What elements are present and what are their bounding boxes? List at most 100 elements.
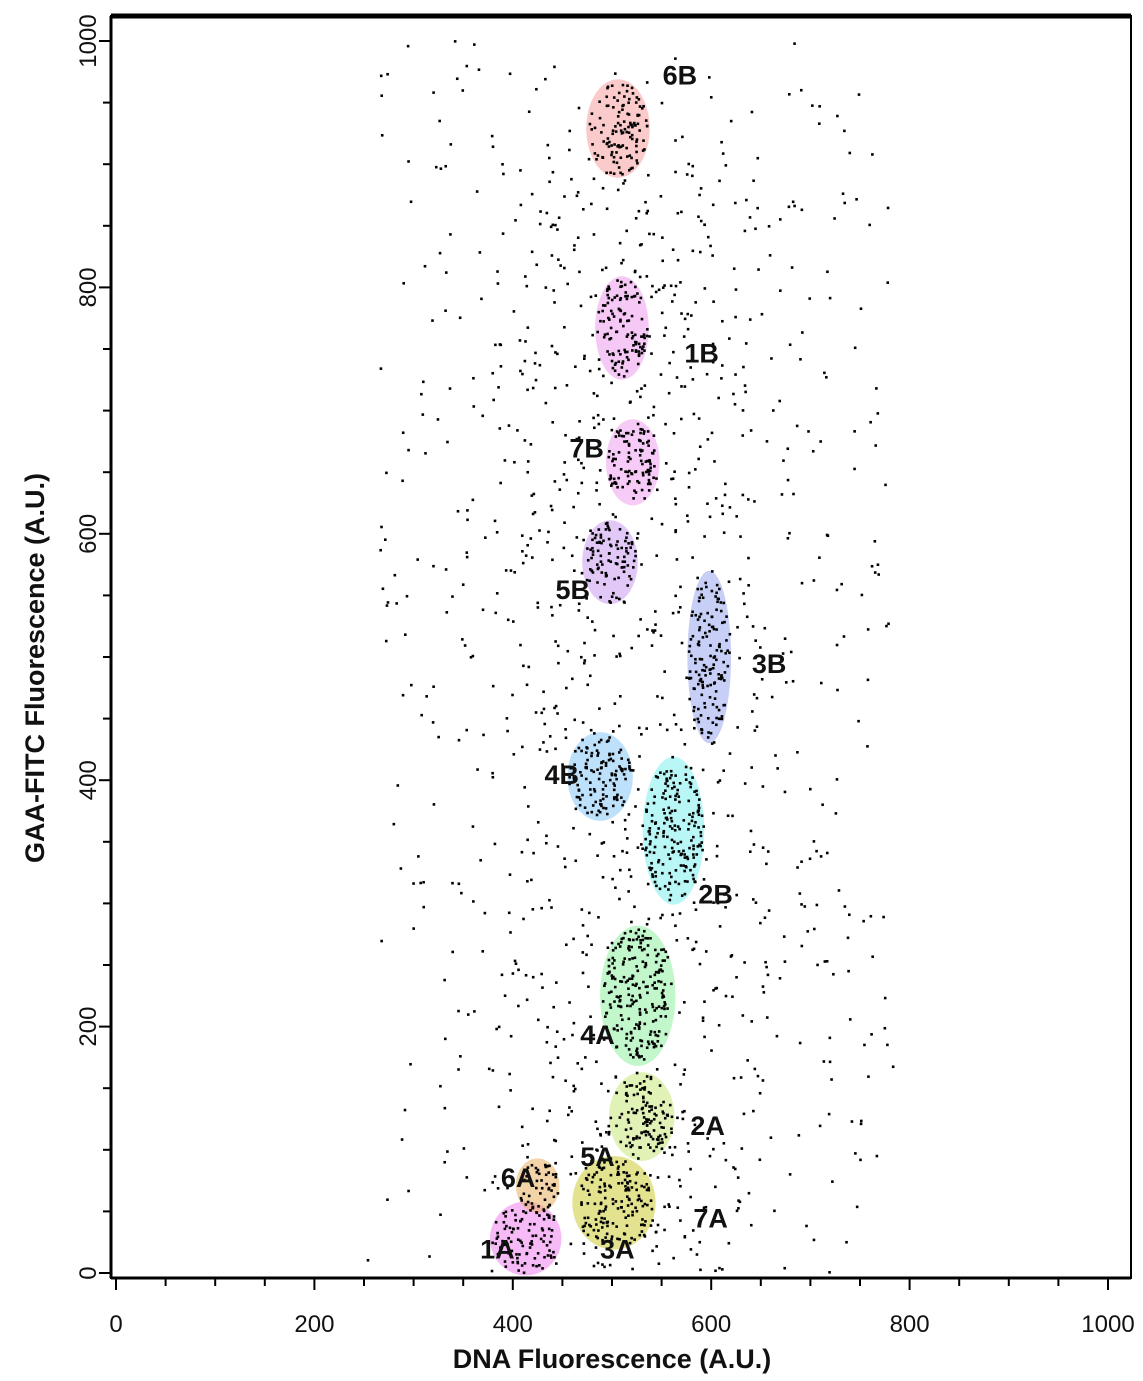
data-point (613, 797, 616, 801)
data-point (503, 459, 507, 462)
data-point (577, 796, 581, 799)
data-point (630, 156, 633, 160)
data-point (619, 171, 622, 175)
data-point (510, 1230, 514, 1234)
data-point (632, 344, 635, 347)
data-point (656, 695, 659, 698)
data-point (612, 788, 616, 792)
data-point (715, 716, 718, 720)
data-point (384, 639, 388, 643)
data-point (640, 351, 644, 355)
data-point (578, 270, 581, 274)
data-point (697, 806, 701, 810)
data-point (649, 1135, 653, 1139)
data-point (767, 225, 771, 228)
data-point (520, 534, 524, 537)
data-point (588, 911, 591, 915)
data-point (674, 57, 677, 60)
data-point (535, 1211, 538, 1214)
data-point (475, 190, 479, 193)
data-point (626, 470, 630, 474)
data-point (586, 1189, 590, 1193)
data-point (615, 294, 619, 298)
data-point (853, 430, 856, 433)
data-point (671, 1153, 674, 1157)
data-point (685, 173, 689, 176)
data-point (508, 873, 512, 876)
data-point (534, 1234, 538, 1237)
data-point (599, 595, 602, 599)
data-point (711, 254, 714, 257)
data-point (563, 325, 566, 329)
data-point (627, 993, 631, 997)
data-point (617, 576, 620, 580)
data-point (736, 726, 739, 729)
data-point (659, 980, 663, 984)
data-point (531, 1234, 535, 1238)
data-point (563, 195, 566, 198)
data-point (706, 1137, 709, 1140)
data-point (521, 561, 525, 565)
data-point (656, 1142, 660, 1146)
data-point (648, 832, 652, 836)
data-point (603, 1182, 606, 1185)
data-point (607, 758, 611, 762)
data-point (612, 106, 615, 109)
data-point (576, 783, 579, 787)
data-point (609, 1185, 613, 1189)
data-point (699, 834, 703, 838)
cluster-ellipses (489, 79, 732, 1276)
data-point (607, 964, 611, 968)
data-point (673, 824, 677, 827)
data-point (590, 112, 594, 115)
data-point (717, 1023, 721, 1027)
cluster-label-6b: 6B (663, 60, 698, 90)
data-point (637, 1157, 640, 1160)
data-point (787, 205, 791, 209)
data-point (600, 761, 603, 765)
data-point (656, 1223, 660, 1227)
data-point (617, 1182, 620, 1185)
data-point (551, 614, 554, 617)
data-point (649, 868, 652, 872)
data-point (674, 530, 677, 534)
data-point (530, 878, 533, 882)
data-point (651, 1020, 655, 1023)
data-point (606, 350, 609, 353)
data-point (800, 903, 803, 906)
data-point (627, 1188, 631, 1192)
data-point (556, 712, 559, 715)
data-point (692, 835, 695, 839)
data-point (671, 248, 675, 252)
data-point (617, 166, 621, 169)
data-point (660, 522, 664, 526)
data-point (605, 1232, 609, 1236)
data-point (597, 1165, 601, 1168)
data-point (636, 161, 639, 165)
data-point (444, 164, 448, 168)
data-point (562, 1037, 566, 1041)
data-point (663, 959, 666, 962)
data-point (663, 811, 666, 815)
data-point (379, 74, 383, 78)
data-point (507, 911, 511, 915)
data-point (650, 1207, 654, 1211)
data-point (606, 1224, 609, 1228)
data-point (658, 968, 661, 972)
data-point (743, 961, 746, 964)
data-point (648, 842, 652, 846)
data-point (535, 1171, 539, 1174)
data-point (627, 101, 630, 105)
data-point (701, 848, 704, 852)
data-point (650, 1105, 654, 1108)
data-point (444, 1037, 447, 1041)
data-point (718, 1266, 721, 1270)
data-point (592, 770, 596, 774)
data-point (431, 721, 435, 724)
data-point (703, 701, 706, 705)
data-point (642, 1100, 645, 1104)
data-point (663, 1116, 667, 1120)
y-tick-label: 1000 (75, 14, 102, 67)
data-point (701, 636, 705, 639)
data-point (674, 502, 678, 506)
